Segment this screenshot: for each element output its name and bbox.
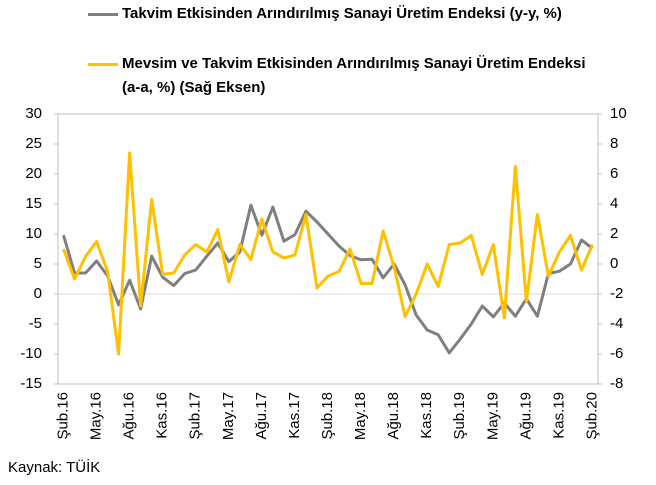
x-tick-label: Şub.19 [451,392,468,440]
y-tick-label: 0 [34,285,42,302]
x-tick-label: May.18 [352,392,369,440]
y-tick-label: 10 [25,225,42,242]
legend-entry: Takvim Etkisinden Arındırılmış Sanayi Ür… [88,2,648,26]
y2-tick-label: -4 [610,315,623,332]
y-tick-label: -10 [20,345,42,362]
y2-tick-label: -2 [610,285,623,302]
x-tick-label: Ağu.19 [517,392,534,440]
source: Kaynak: TÜİK [8,459,101,476]
plot-border [57,113,599,385]
y2-tick-label: 4 [610,195,618,212]
chart: -15 -10 -5 0 5 10 15 20 25 30 -8 -6 -4 -2 0 2 4 6 8 10 Şub.1… [20,105,627,440]
y2-tick-label: 2 [610,225,618,242]
y-tick-label: 30 [25,105,42,122]
x-tick-label: May.16 [88,392,105,440]
y2-tick-label: -8 [610,375,623,392]
y2-tick-label: 0 [610,255,618,272]
y-tick-label: 5 [34,255,42,272]
legend-swatch [88,13,118,16]
legend-label: Mevsim ve Takvim Etkisinden Arındırılmış… [122,55,586,96]
x-tick-label: Kas.19 [550,392,567,439]
y-tick-label: -15 [20,375,42,392]
x-tick-label: May.19 [484,392,501,440]
legend-label: Takvim Etkisinden Arındırılmış Sanayi Ür… [122,5,562,22]
x-tick-label: Kas.16 [154,392,171,439]
y2-tick-label: 6 [610,165,618,182]
y-tick-label: -5 [29,315,42,332]
series-line [62,151,594,356]
y-tick-label: 20 [25,165,42,182]
y2-tick-label: 8 [610,135,618,152]
x-tick-label: Kas.17 [286,392,303,439]
x-tick-label: Şub.17 [187,392,204,440]
x-tick-label: Şub.20 [583,392,600,440]
legend-swatch [88,63,118,66]
x-tick-label: Ağu.17 [253,392,270,440]
y-tick-label: 15 [25,195,42,212]
x-tick-label: Şub.16 [54,392,71,440]
x-tick-label: Şub.18 [319,392,336,440]
y-tick-label: 25 [25,135,42,152]
y2-tick-label: -6 [610,345,623,362]
x-tick-label: May.17 [220,392,237,440]
x-tick-label: Ağu.16 [121,392,138,440]
x-tick-label: Kas.18 [418,392,435,439]
x-tick-label: Ağu.18 [385,392,402,440]
y2-tick-label: 10 [610,105,627,122]
legend-entry: Mevsim ve Takvim Etkisinden Arındırılmış… [88,52,598,100]
